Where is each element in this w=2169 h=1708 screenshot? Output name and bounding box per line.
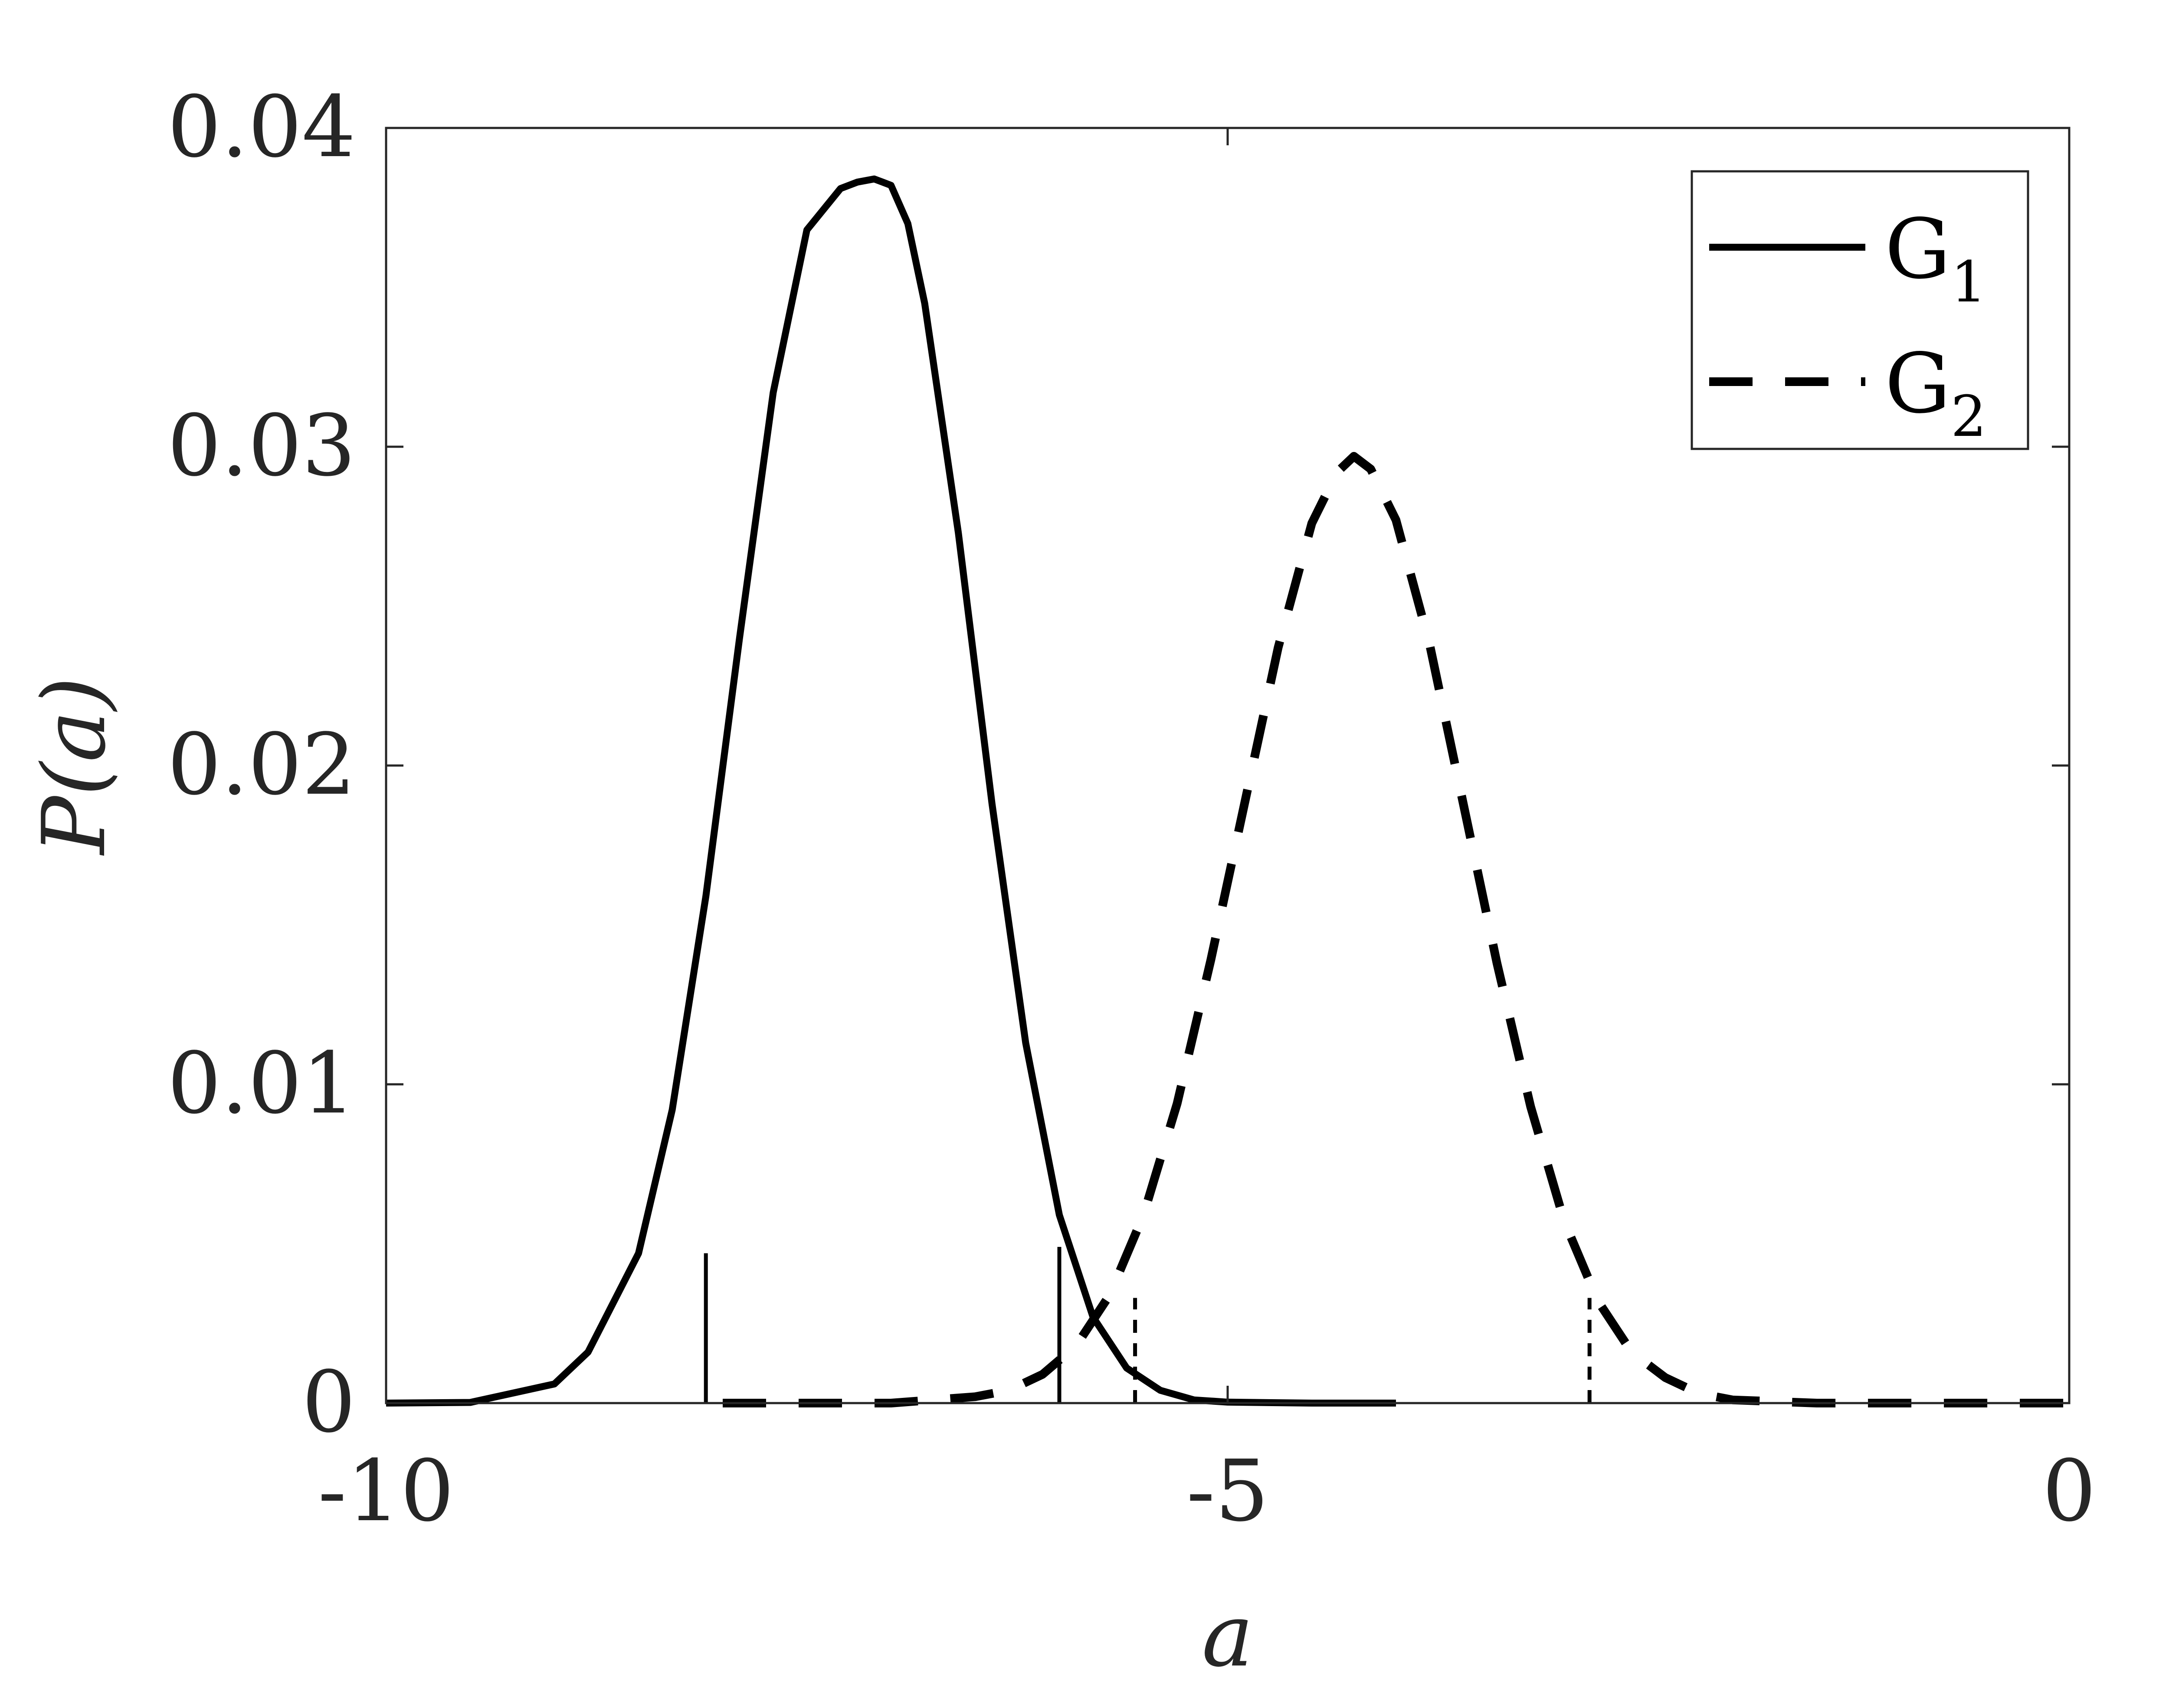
x-tick-label-2: -5 [1186,1442,1269,1540]
y-tick-label-3: 0.02 [167,715,356,814]
x-tick-label-3: 0 [2042,1442,2096,1540]
y-tick-label-4: 0.03 [167,396,356,495]
x-axis-label: a [1202,1585,1253,1686]
y-tick-label-5: 0.04 [167,78,356,176]
legend-label-1-subscript: 1 [1951,249,1987,315]
legend-label-2: G2 [1885,336,1987,449]
y-axis-label: P(a) [24,677,125,856]
legend-label-1: G1 [1885,201,1987,315]
legend-label-2-subscript: 2 [1951,383,1987,449]
legend-label-2-name: G [1885,336,1951,432]
legend-box [1691,170,2029,450]
y-tick-label-1: 0 [302,1353,356,1451]
series-line-1 [386,175,1396,1407]
y-tick-label-2: 0.01 [167,1034,356,1132]
axes-layer [385,127,2071,1404]
series-line-2 [723,452,2069,1407]
labels-layer: -10 -5 0 0 0.01 0.02 0.03 0.04 a P(a) [24,78,2096,1686]
x-tick-label-1: -10 [318,1442,454,1540]
series-layer [386,175,2069,1407]
legend-label-1-name: G [1885,201,1951,297]
